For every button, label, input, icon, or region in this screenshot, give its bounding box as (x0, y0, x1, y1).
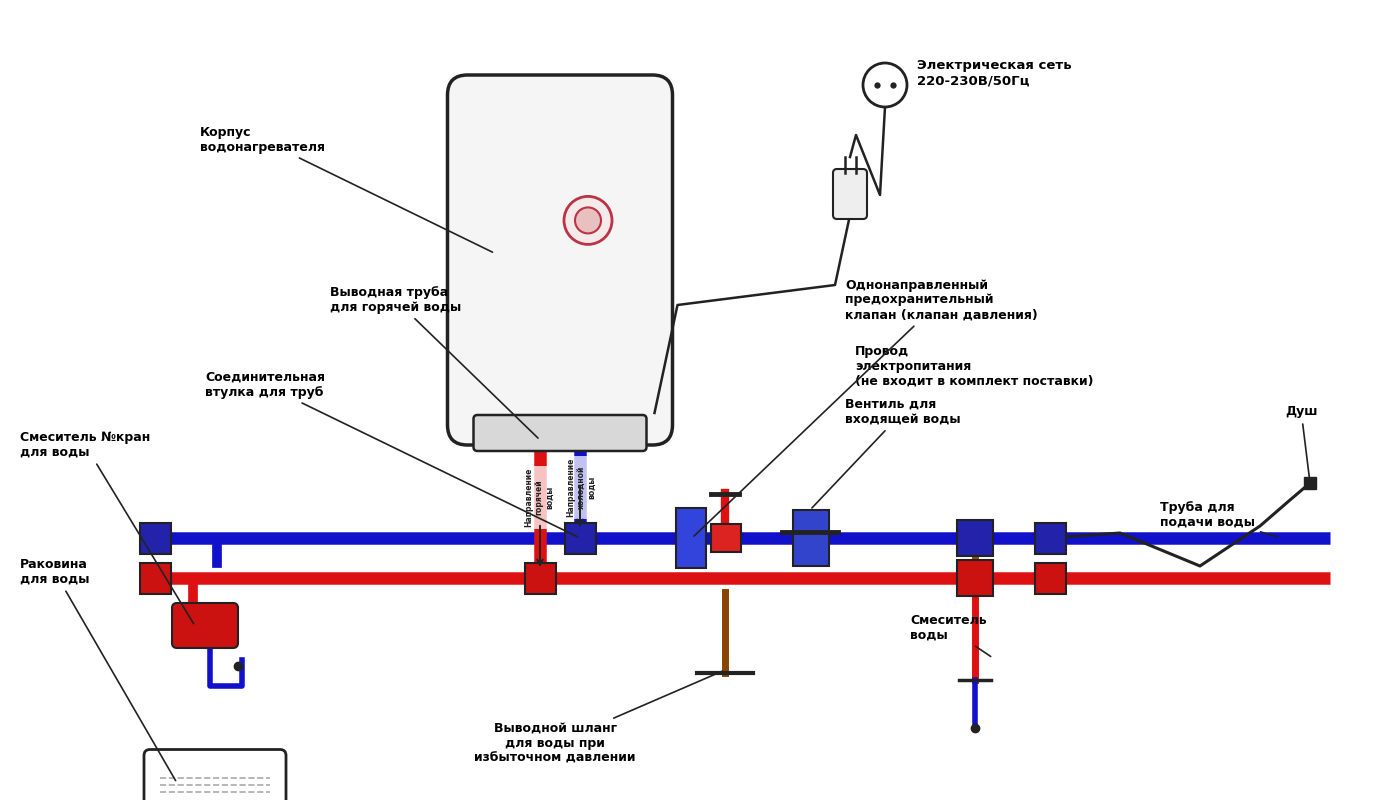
Circle shape (864, 63, 907, 107)
Text: Направление
холодной
воды: Направление холодной воды (566, 458, 597, 517)
Text: Направление
горячей
воды: Направление горячей воды (525, 468, 554, 527)
Text: Электрическая сеть
220-230В/50Гц: Электрическая сеть 220-230В/50Гц (918, 59, 1071, 87)
FancyBboxPatch shape (144, 750, 286, 800)
Bar (675, 508, 706, 568)
Bar (525, 562, 555, 594)
Bar (1034, 562, 1066, 594)
Bar (140, 562, 170, 594)
Text: Смеситель №кран
для воды: Смеситель №кран для воды (19, 431, 194, 624)
Bar (956, 560, 992, 596)
Text: Душ: Душ (1284, 406, 1318, 480)
FancyBboxPatch shape (447, 75, 673, 445)
Text: Выводная труба
для горячей воды: Выводная труба для горячей воды (329, 286, 538, 438)
Text: Вентиль для
входящей воды: Вентиль для входящей воды (812, 398, 960, 508)
Bar (1034, 522, 1066, 554)
Bar (793, 510, 829, 566)
Text: Смеситель
воды: Смеситель воды (911, 614, 991, 657)
Circle shape (574, 207, 601, 234)
Text: Провод
электропитания
(не входит в комплект поставки): Провод электропитания (не входит в компл… (855, 345, 1093, 388)
Text: Однонаправленный
предохранительный
клапан (клапан давления): Однонаправленный предохранительный клапа… (693, 278, 1038, 536)
Text: Труба для
подачи воды: Труба для подачи воды (1160, 501, 1277, 537)
FancyBboxPatch shape (833, 169, 866, 219)
Bar (711, 524, 740, 552)
Bar (565, 522, 595, 554)
FancyBboxPatch shape (473, 415, 646, 451)
Bar (140, 522, 170, 554)
Text: Выводной шланг
для воды при
избыточном давлении: Выводной шланг для воды при избыточном д… (475, 671, 722, 765)
FancyBboxPatch shape (172, 603, 238, 648)
Bar (956, 520, 992, 556)
Circle shape (565, 197, 612, 245)
Text: Раковина
для воды: Раковина для воды (19, 558, 176, 781)
Text: Соединительная
втулка для труб: Соединительная втулка для труб (205, 371, 577, 537)
Text: Корпус
водонагревателя: Корпус водонагревателя (201, 126, 493, 252)
